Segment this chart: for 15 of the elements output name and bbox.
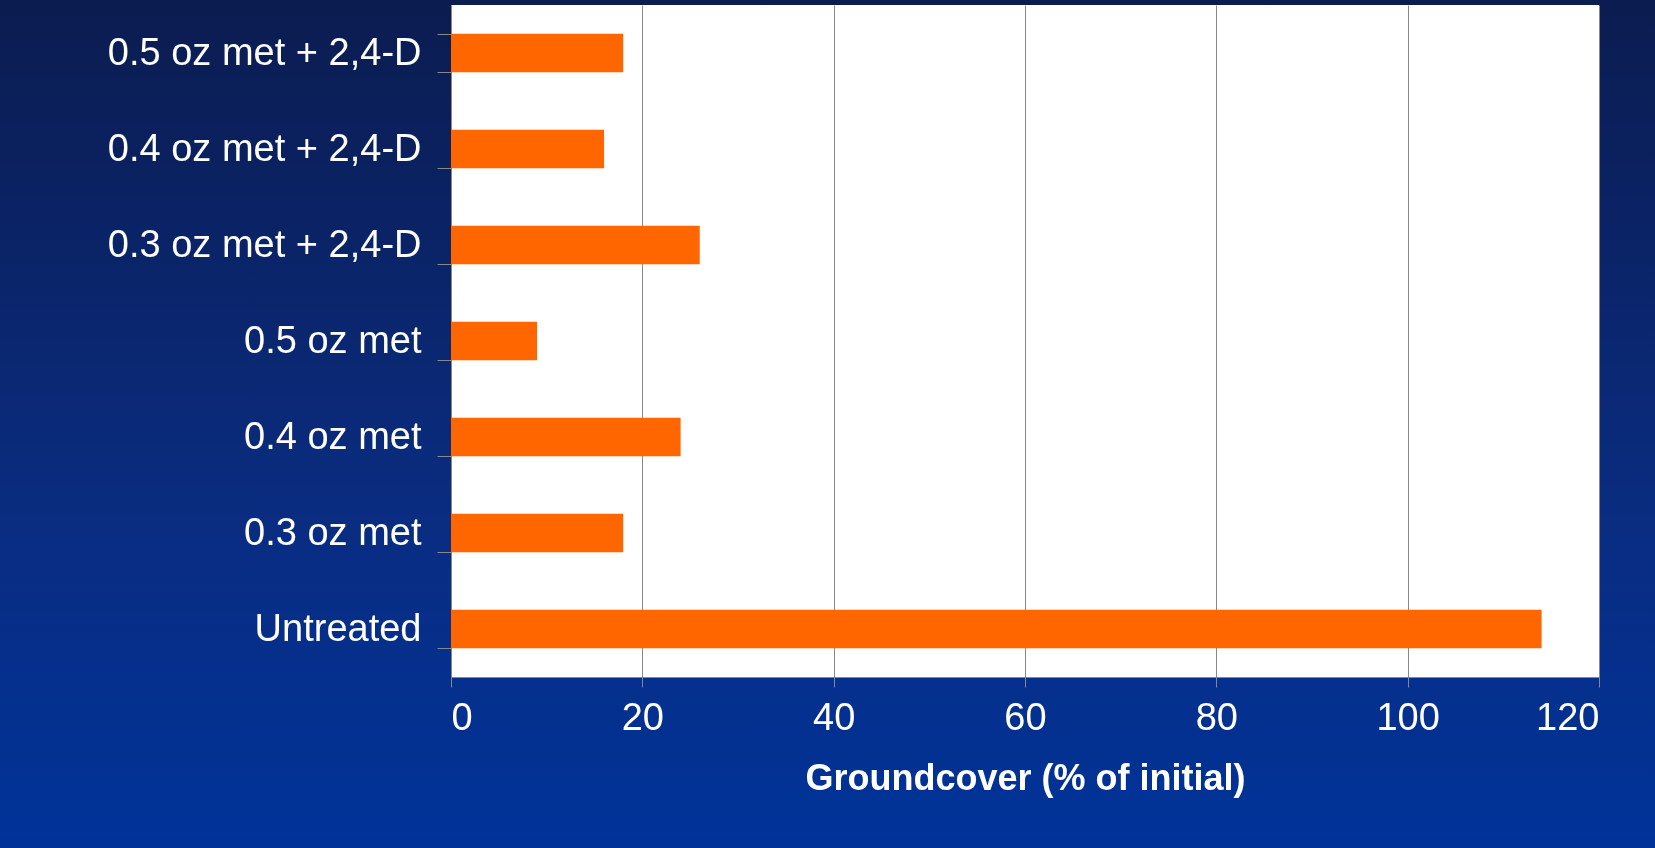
x-tick-label: 100: [1376, 695, 1440, 738]
y-tick-label: Untreated: [254, 606, 422, 649]
y-tick-label: 0.5 oz met: [244, 318, 422, 361]
y-tick-label: 0.4 oz met: [244, 414, 422, 457]
x-tick-label: 120: [1536, 695, 1600, 738]
x-tick-label: 0: [451, 695, 473, 738]
x-axis-title: Groundcover (% of initial): [805, 756, 1246, 798]
x-tick-label: 60: [1004, 695, 1047, 738]
y-tick-label: 0.5 oz met + 2,4-D: [107, 30, 422, 73]
y-tick-label: 0.4 oz met + 2,4-D: [107, 126, 422, 169]
x-tick-label: 80: [1195, 695, 1238, 738]
x-tick-label: 20: [621, 695, 664, 738]
y-tick-label: 0.3 oz met + 2,4-D: [107, 222, 422, 265]
y-tick-label: 0.3 oz met: [244, 510, 422, 553]
x-tick-label: 40: [813, 695, 856, 738]
